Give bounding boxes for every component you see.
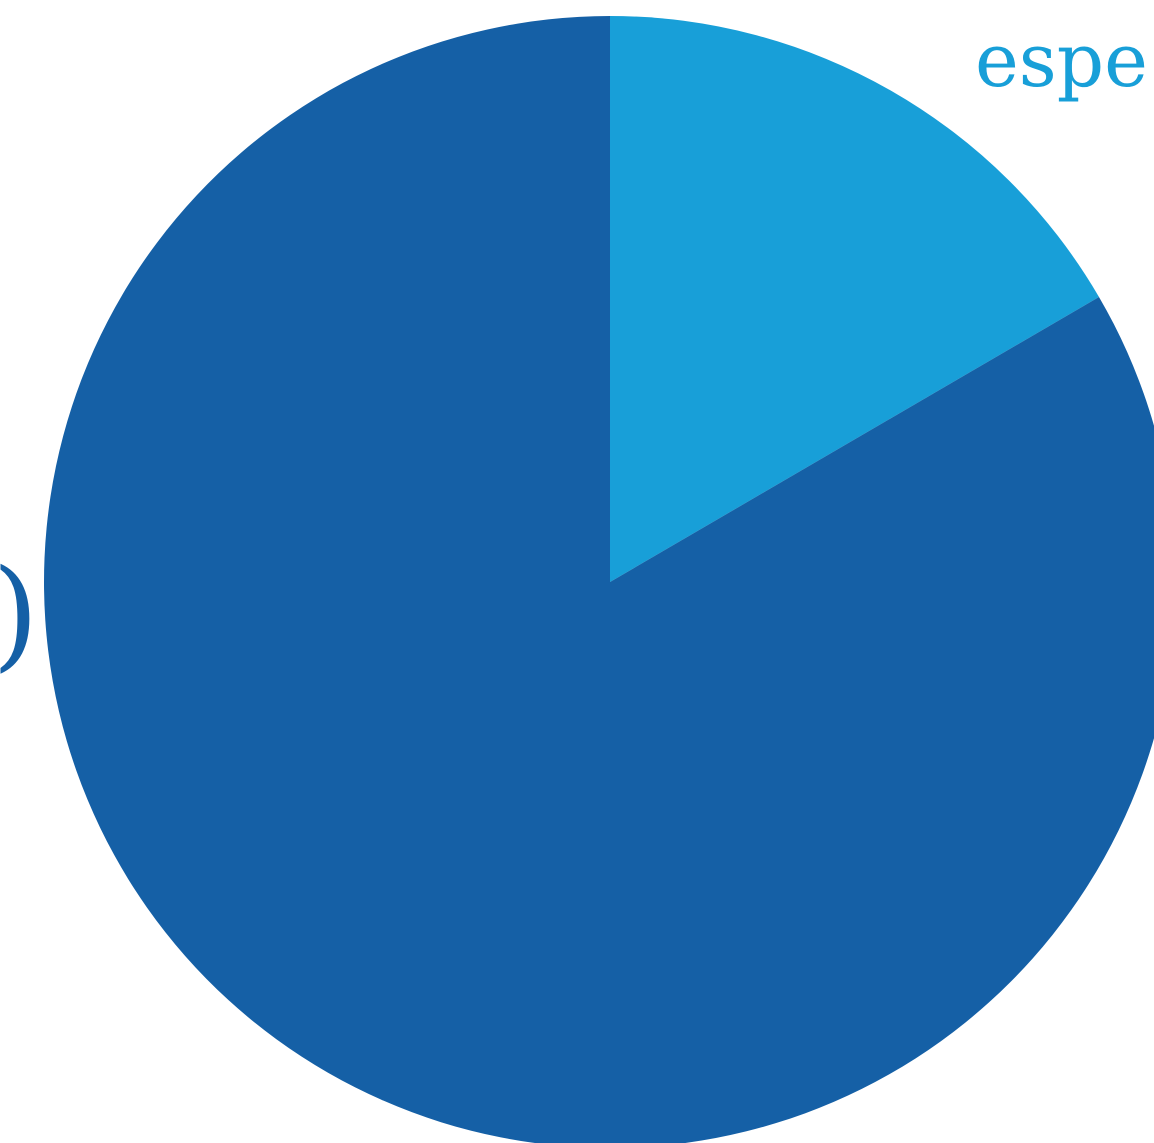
- slice-label-paren: ): [0, 545, 39, 684]
- pie-slice-0: [610, 16, 1099, 582]
- pie-slices: [43, 16, 1154, 1143]
- pie-labels: espe ): [0, 18, 1148, 684]
- pie-slice-1: [43, 16, 1154, 1143]
- slice-label-espe: espe: [975, 18, 1148, 104]
